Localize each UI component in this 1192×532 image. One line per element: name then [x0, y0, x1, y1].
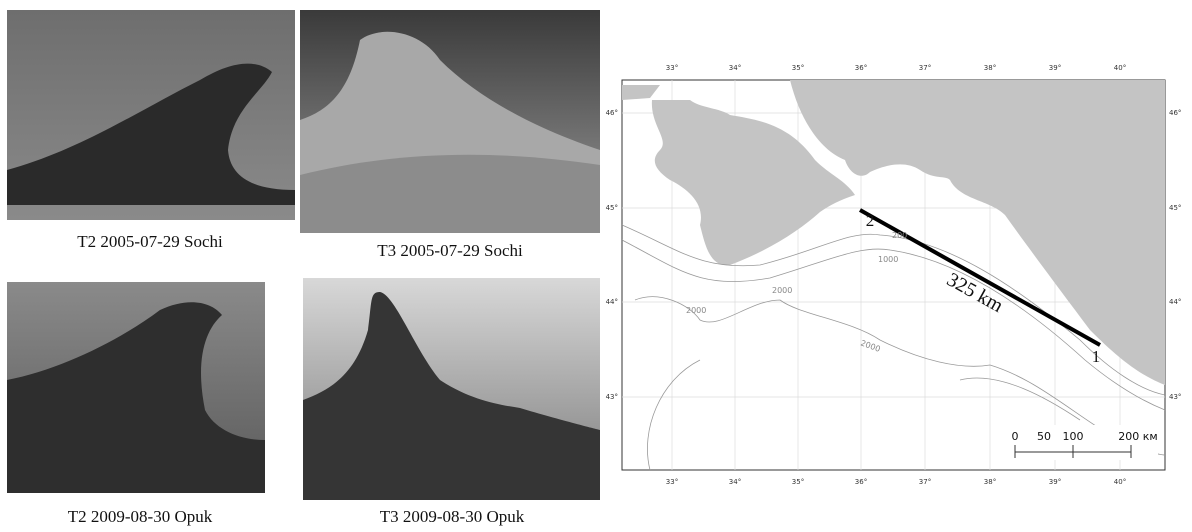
lat-label: 44°	[606, 298, 618, 306]
caption: T3 2009-08-30 Opuk	[380, 507, 525, 526]
lat-label: 43°	[1169, 393, 1181, 401]
scale-label: 50	[1037, 430, 1051, 443]
contour-label: 200	[892, 231, 907, 240]
contour-label: 2000	[686, 306, 706, 315]
lon-label: 34°	[729, 478, 741, 486]
lon-label: 38°	[984, 64, 996, 72]
scale-label: 100	[1063, 430, 1084, 443]
lat-label: 46°	[1169, 109, 1181, 117]
lon-label: 40°	[1114, 64, 1126, 72]
endpoint-label: 1	[1092, 347, 1101, 366]
photo	[300, 10, 600, 233]
lon-label: 33°	[666, 478, 678, 486]
contour-label: 1000	[878, 255, 898, 264]
figure: T2 2005-07-29 Sochi T3 2005-07-29 Sochi …	[0, 0, 1192, 532]
map: 33° 33° 34° 34° 35° 35° 36° 36° 37° 37° 38° 38° 39° 3…	[606, 64, 1182, 486]
lon-label: 40°	[1114, 478, 1126, 486]
contour-label: 2000	[772, 286, 792, 295]
scale-bar: 0 50 100 200 км	[1008, 425, 1158, 460]
lon-label: 36°	[855, 478, 867, 486]
scale-label: 200 км	[1118, 430, 1157, 443]
lat-label: 45°	[1169, 204, 1181, 212]
lon-label: 33°	[666, 64, 678, 72]
photo	[7, 10, 295, 220]
lon-label: 35°	[792, 478, 804, 486]
photo	[303, 278, 600, 500]
caption: T3 2005-07-29 Sochi	[377, 241, 523, 260]
lon-label: 39°	[1049, 478, 1061, 486]
caption: T2 2005-07-29 Sochi	[77, 232, 223, 251]
lon-label: 37°	[919, 64, 931, 72]
lat-label: 45°	[606, 204, 618, 212]
lat-label: 43°	[606, 393, 618, 401]
lon-label: 35°	[792, 64, 804, 72]
lon-label: 39°	[1049, 64, 1061, 72]
caption: T2 2009-08-30 Opuk	[68, 507, 213, 526]
scale-label: 0	[1012, 430, 1019, 443]
lat-label: 46°	[606, 109, 618, 117]
lon-label: 34°	[729, 64, 741, 72]
lon-label: 38°	[984, 478, 996, 486]
lat-label: 44°	[1169, 298, 1181, 306]
photo	[7, 282, 265, 493]
lon-label: 36°	[855, 64, 867, 72]
endpoint-label: 2	[866, 211, 875, 230]
lon-label: 37°	[919, 478, 931, 486]
